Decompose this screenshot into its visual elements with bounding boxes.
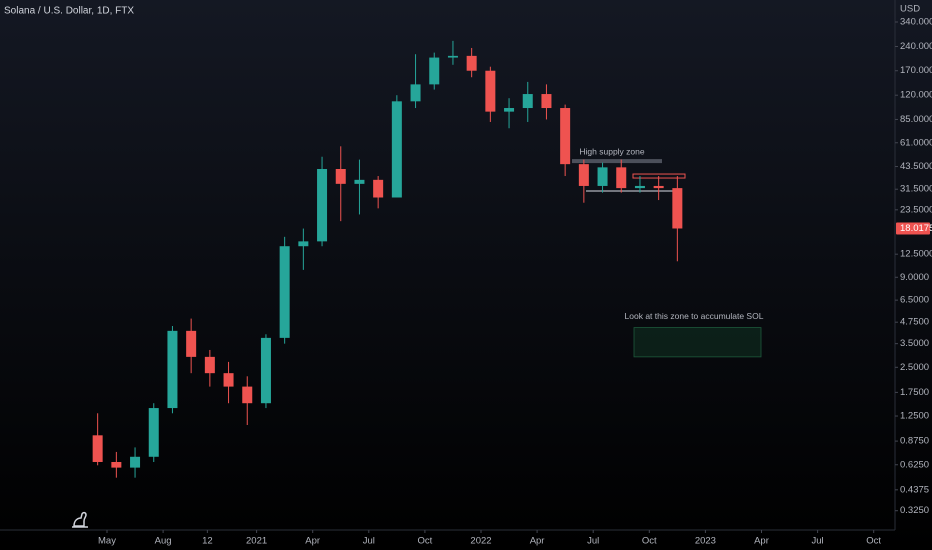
candle-body — [560, 108, 571, 165]
y-tick-label: 2.5000 — [900, 362, 929, 373]
last-price-label: 18.0175 — [900, 223, 932, 234]
candle-body — [204, 356, 215, 374]
candle-body — [92, 435, 103, 462]
x-tick-label: Apr — [754, 536, 769, 547]
candle-body — [522, 94, 533, 109]
candle-body — [335, 168, 346, 184]
y-tick-label: 170.0000 — [900, 65, 932, 76]
candle-body — [616, 167, 627, 189]
candle-body — [167, 330, 178, 409]
y-tick-label: 43.5000 — [900, 161, 932, 172]
x-tick-label: May — [98, 536, 116, 547]
candle-body — [298, 241, 309, 247]
x-tick-label: Jul — [812, 536, 824, 547]
x-tick-label: Oct — [418, 536, 433, 547]
axis-unit: USD — [900, 4, 920, 15]
candle-body — [354, 179, 365, 184]
y-tick-label: 3.5000 — [900, 338, 929, 349]
x-tick-label: Jul — [587, 536, 599, 547]
y-tick-label: 120.0000 — [900, 90, 932, 101]
candle-body — [317, 168, 328, 242]
y-tick-label: 61.0000 — [900, 137, 932, 148]
candle-body — [410, 84, 421, 102]
candle-body — [279, 246, 290, 338]
y-tick-label: 85.0000 — [900, 114, 932, 125]
y-tick-label: 1.7500 — [900, 387, 929, 398]
candle-body — [148, 408, 159, 457]
y-tick-label: 23.5000 — [900, 204, 932, 215]
y-tick-label: 340.0000 — [900, 17, 932, 28]
supply-zone — [572, 159, 662, 164]
candle-body — [634, 185, 645, 189]
candle-body — [485, 70, 496, 112]
y-tick-label: 1.2500 — [900, 411, 929, 422]
y-tick-label: 240.0000 — [900, 41, 932, 52]
candle-body — [672, 188, 683, 229]
candle-body — [130, 456, 141, 468]
x-tick-label: 2021 — [246, 536, 267, 547]
x-tick-label: Apr — [305, 536, 320, 547]
candle-body — [504, 108, 515, 112]
x-tick-label: Apr — [530, 536, 545, 547]
x-tick-label: 12 — [202, 536, 213, 547]
x-tick-label: Oct — [642, 536, 657, 547]
chart-title: Solana / U.S. Dollar, 1D, FTX — [4, 6, 134, 17]
y-tick-label: 4.7500 — [900, 317, 929, 328]
candle-body — [242, 386, 253, 404]
candle-body — [223, 373, 234, 387]
x-tick-label: Aug — [155, 536, 172, 547]
y-tick-label: 0.4375 — [900, 484, 929, 495]
candle-body — [466, 55, 477, 71]
candle-body — [429, 57, 440, 85]
last-price-badge — [896, 222, 930, 235]
y-tick-label: 31.5000 — [900, 184, 932, 195]
candle-body — [373, 179, 384, 198]
y-tick-label: 0.8750 — [900, 436, 929, 447]
y-tick-label: 0.3250 — [900, 505, 929, 516]
candle-body — [391, 101, 402, 198]
candle-body — [541, 94, 552, 109]
supply-zone-label: High supply zone — [579, 146, 644, 156]
candle-body — [597, 167, 608, 186]
candle-body — [578, 164, 589, 186]
y-tick-label: 6.5000 — [900, 295, 929, 306]
x-tick-label: 2022 — [470, 536, 491, 547]
accumulation-zone — [633, 327, 762, 358]
candle-body — [447, 55, 458, 58]
x-tick-label: Jul — [363, 536, 375, 547]
x-tick-label: 2023 — [695, 536, 716, 547]
tradingview-logo — [72, 511, 88, 528]
y-tick-label: 12.5000 — [900, 249, 932, 260]
candle-body — [186, 330, 197, 357]
candle-body — [111, 461, 122, 468]
accumulation-zone-label: Look at this zone to accumulate SOL — [625, 311, 764, 321]
x-tick-label: Oct — [866, 536, 881, 547]
y-tick-label: 0.6250 — [900, 459, 929, 470]
candle-body — [260, 337, 271, 404]
y-tick-label: 9.0000 — [900, 272, 929, 283]
candle-body — [653, 185, 664, 189]
